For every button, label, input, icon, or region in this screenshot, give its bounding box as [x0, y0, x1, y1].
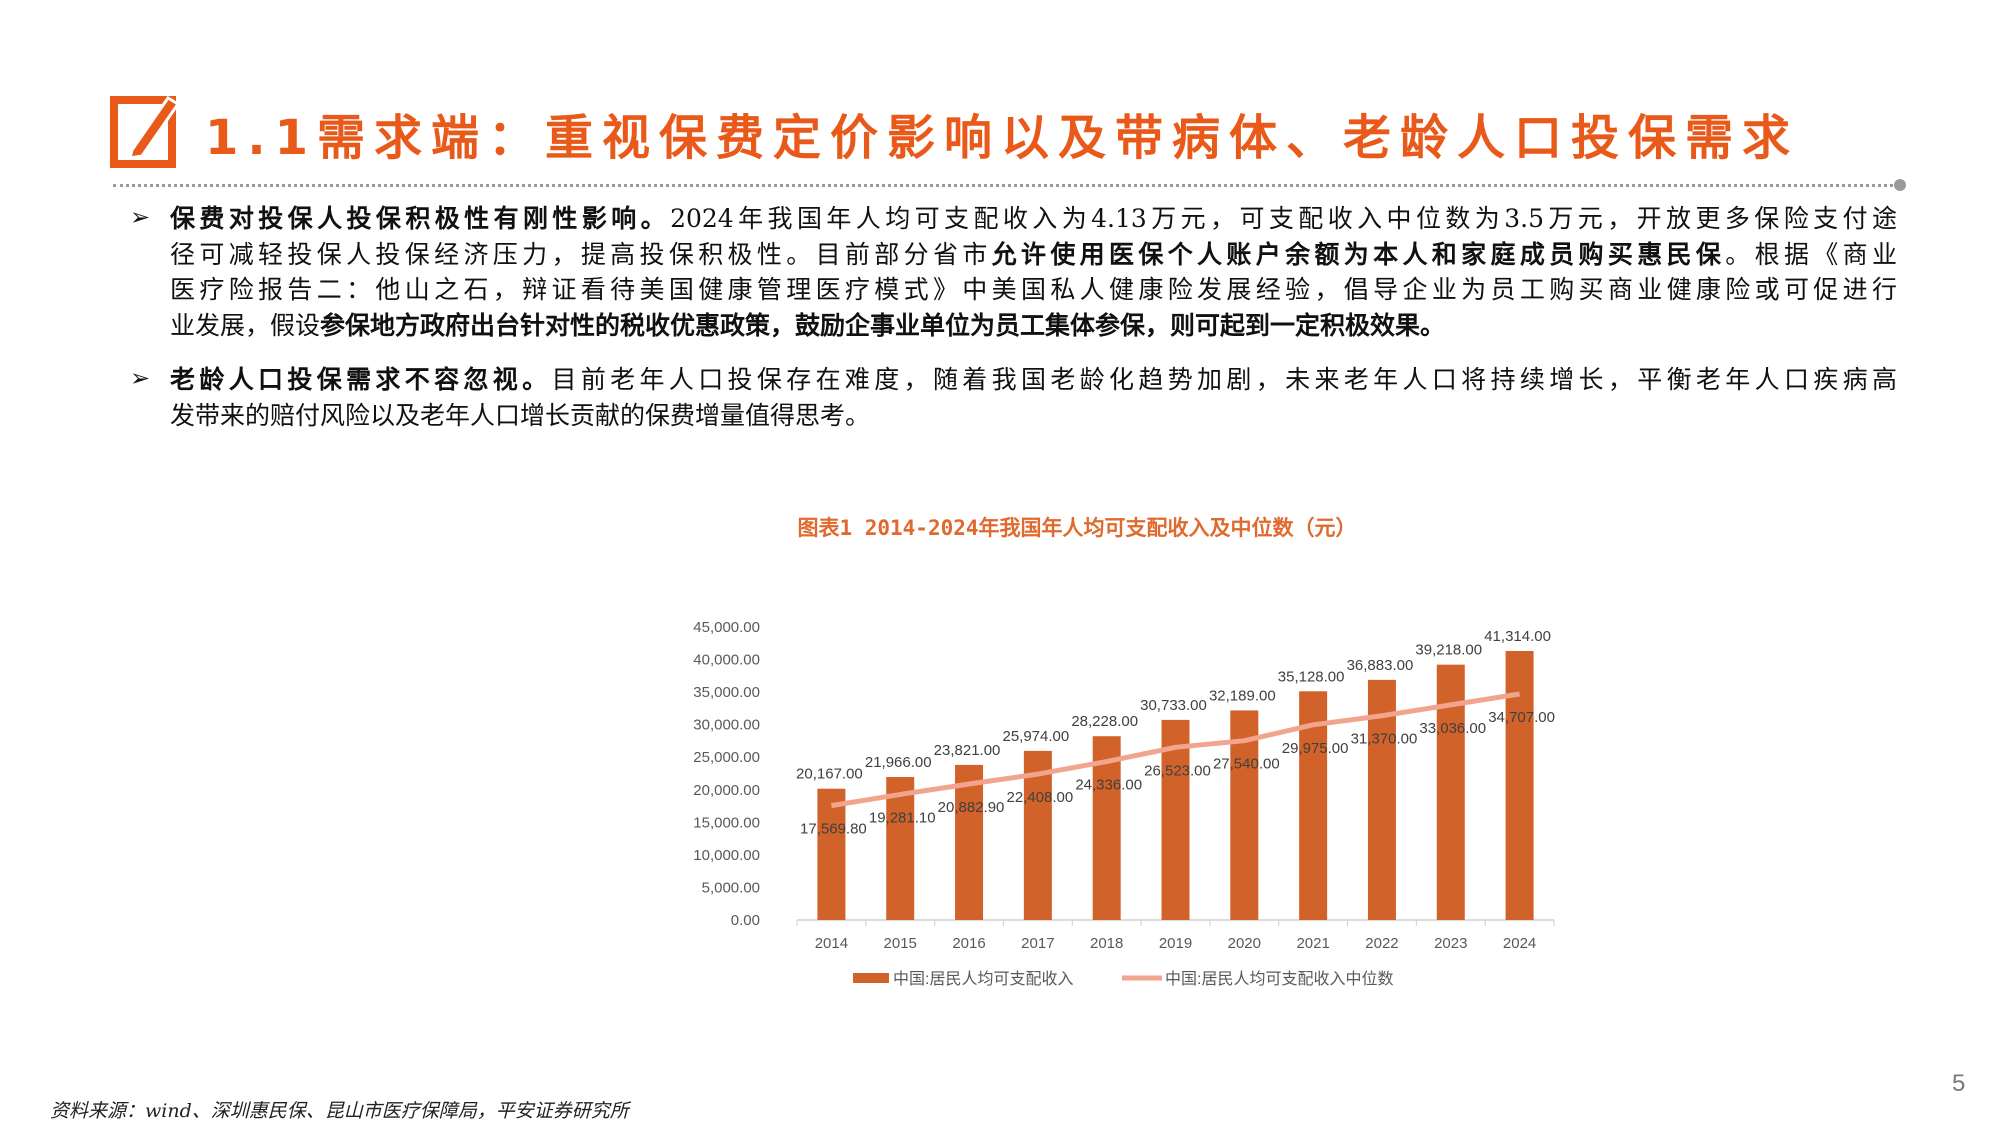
paragraph-elderly-demand: 老龄人口投保需求不容忽视。目前老年人口投保存在难度，随着我国老龄化趋势加剧，未来… — [170, 362, 1897, 433]
bar-income — [1367, 679, 1396, 920]
y-tick-label: 20,000.00 — [693, 782, 760, 799]
legend-label-bar: 中国:居民人均可支配收入 — [893, 970, 1073, 988]
emphasis-text: 参保地方政府出台针对性的税收优惠政策，鼓励企事业单位为员工集体参保，则可起到一定… — [320, 310, 1446, 340]
emphasis-text: 允许使用医保个人账户余额为本人和家庭成员购买惠民保 — [991, 239, 1726, 269]
x-tick-label: 2021 — [1296, 935, 1329, 952]
bar-data-label: 25,974.00 — [1002, 728, 1069, 745]
x-tick-label: 2017 — [1021, 935, 1054, 952]
bar-income — [1023, 750, 1052, 920]
bar-data-label: 28,228.00 — [1071, 713, 1138, 730]
x-tick-label: 2024 — [1503, 935, 1536, 952]
edit-pencil-icon — [110, 95, 180, 168]
bar-income — [1092, 736, 1121, 920]
body-text: 业发展，假设 — [170, 310, 321, 340]
paragraph-line: 医疗险报告二：他山之石，辩证看待美国健康管理医疗模式》中美国私人健康险发展经验，… — [170, 272, 1897, 308]
bar-income — [1161, 719, 1190, 920]
paragraph-line: 径可减轻投保人投保经济压力，提高投保积极性。目前部分省市允许使用医保个人账户余额… — [170, 237, 1897, 273]
source-note: 资料来源：wind、深圳惠民保、昆山市医疗保障局，平安证券研究所 — [50, 1100, 629, 1122]
line-data-label: 34,707.00 — [1488, 709, 1555, 726]
emphasis-text: 保费对投保人投保积极性有刚性影响。 — [170, 204, 671, 233]
y-tick-label: 5,000.00 — [702, 879, 760, 896]
line-data-label: 22,408.00 — [1006, 789, 1073, 806]
body-text: 2024年我国年人均可支配收入为4.13万元，可支配收入中位数为3.5万元，开放… — [670, 204, 1897, 233]
line-data-label: 20,882.90 — [938, 799, 1005, 816]
bar-data-label: 23,821.00 — [934, 742, 1001, 759]
bar-data-label: 39,218.00 — [1415, 642, 1482, 659]
body-text: 目前老年人口投保存在难度，随着我国老龄化趋势加剧，未来老年人口将持续增长，平衡老… — [551, 365, 1897, 394]
paragraph-line: 业发展，假设参保地方政府出台针对性的税收优惠政策，鼓励企事业单位为员工集体参保，… — [170, 308, 1897, 344]
x-tick-label: 2016 — [952, 935, 985, 952]
body-text: 。根据《商业 — [1725, 239, 1897, 269]
x-tick-label: 2023 — [1434, 935, 1467, 952]
bullet-arrow-icon: ➢ — [130, 203, 151, 231]
bullet-arrow-icon: ➢ — [130, 364, 151, 392]
y-tick-label: 35,000.00 — [693, 684, 760, 701]
x-tick-label: 2019 — [1159, 935, 1192, 952]
x-tick-label: 2014 — [815, 935, 848, 952]
bar-data-label: 41,314.00 — [1484, 628, 1551, 645]
bar-income — [955, 764, 984, 920]
bar-income — [817, 788, 846, 920]
line-data-label: 19,281.10 — [869, 809, 936, 826]
line-data-label: 27,540.00 — [1213, 756, 1280, 773]
paragraph-line: 保费对投保人投保积极性有刚性影响。2024年我国年人均可支配收入为4.13万元，… — [170, 201, 1897, 237]
bar-data-label: 35,128.00 — [1278, 668, 1345, 685]
bar-data-label: 30,733.00 — [1140, 697, 1207, 714]
x-tick-label: 2020 — [1228, 935, 1261, 952]
y-tick-label: 30,000.00 — [693, 717, 760, 734]
bar-income — [1299, 691, 1328, 920]
body-text: 医疗险报告二：他山之石，辩证看待美国健康管理医疗模式》中美国私人健康险发展经验，… — [170, 275, 1897, 304]
x-tick-label: 2015 — [884, 935, 917, 952]
x-tick-label: 2018 — [1090, 935, 1123, 952]
line-data-label: 17,569.80 — [800, 821, 867, 838]
bar-income — [1505, 650, 1534, 920]
line-data-label: 29,975.00 — [1282, 740, 1349, 757]
body-text: 发带来的赔付风险以及老年人口增长贡献的保费增量值得思考。 — [170, 400, 871, 430]
paragraph-premium-pricing: 保费对投保人投保积极性有刚性影响。2024年我国年人均可支配收入为4.13万元，… — [170, 201, 1897, 343]
bar-data-label: 36,883.00 — [1347, 657, 1414, 674]
y-tick-label: 10,000.00 — [693, 847, 760, 864]
line-data-label: 33,036.00 — [1419, 720, 1486, 737]
bar-data-label: 20,167.00 — [796, 766, 863, 783]
body-text: 径可减轻投保人投保经济压力，提高投保积极性。目前部分省市 — [170, 239, 992, 269]
y-tick-label: 45,000.00 — [693, 619, 760, 636]
chart-title: 图表1 2014-2024年我国年人均可支配收入及中位数（元） — [797, 516, 1357, 540]
x-tick-label: 2022 — [1365, 935, 1398, 952]
divider-end-dot — [1894, 179, 1906, 191]
line-data-label: 31,370.00 — [1351, 731, 1418, 748]
y-tick-label: 25,000.00 — [693, 749, 760, 766]
paragraph-line: 发带来的赔付风险以及老年人口增长贡献的保费增量值得思考。 — [170, 398, 1897, 434]
page-number: 5 — [1952, 1070, 1966, 1097]
emphasis-text: 老龄人口投保需求不容忽视。 — [170, 365, 552, 394]
y-tick-label: 40,000.00 — [693, 652, 760, 669]
page-title: 1.1需求端：重视保费定价影响以及带病体、老龄人口投保需求 — [205, 110, 1800, 166]
paragraph-line: 老龄人口投保需求不容忽视。目前老年人口投保存在难度，随着我国老龄化趋势加剧，未来… — [170, 362, 1897, 398]
legend-swatch-bar — [853, 973, 889, 983]
line-data-label: 24,336.00 — [1075, 777, 1142, 794]
bar-data-label: 32,189.00 — [1209, 687, 1276, 704]
title-divider — [113, 184, 1899, 187]
line-median-income — [831, 691, 1520, 809]
bar-income — [1230, 710, 1259, 920]
legend-label-line: 中国:居民人均可支配收入中位数 — [1165, 970, 1393, 988]
y-tick-label: 15,000.00 — [693, 814, 760, 831]
bar-data-label: 21,966.00 — [865, 754, 932, 771]
line-data-label: 26,523.00 — [1144, 762, 1211, 779]
bar-income — [886, 776, 915, 920]
y-tick-label: 0.00 — [731, 912, 760, 929]
bar-income — [1436, 664, 1465, 920]
